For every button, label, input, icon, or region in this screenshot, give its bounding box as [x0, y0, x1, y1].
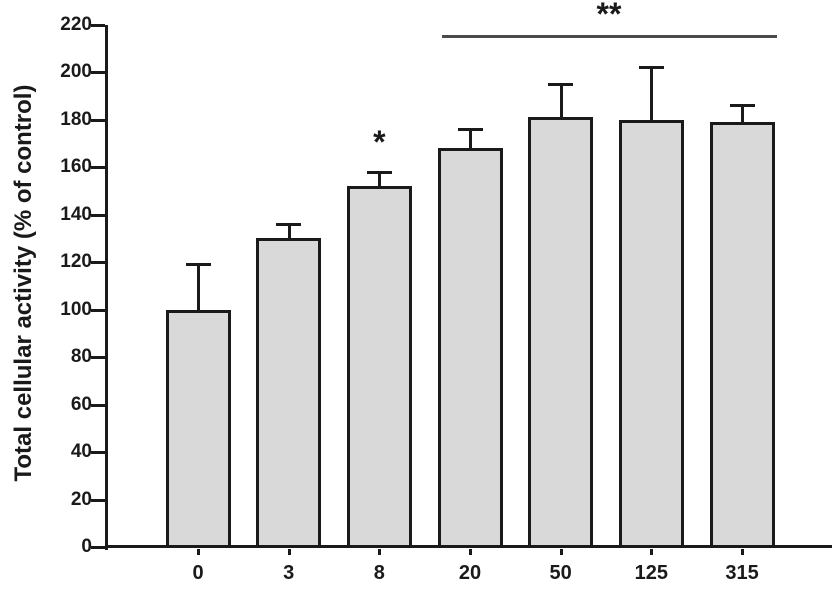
x-tick: [197, 549, 200, 555]
y-axis-line: [105, 24, 108, 550]
error-bar-cap: [366, 170, 392, 174]
star-annotation: *: [373, 124, 386, 160]
y-tick-label: 40: [70, 441, 92, 462]
y-tick-label: 80: [70, 346, 92, 367]
y-tick-label: 200: [60, 61, 92, 82]
error-bar-cap: [638, 66, 664, 70]
bar: [165, 309, 231, 548]
error-bar-cap: [548, 82, 574, 86]
x-tick-label: 125: [634, 562, 669, 584]
y-tick-label: 60: [70, 393, 92, 415]
bar: [528, 117, 594, 548]
bar: [256, 238, 322, 548]
bar: [709, 121, 775, 548]
error-bar-stem: [287, 224, 291, 239]
x-tick-label: 315: [725, 562, 759, 584]
bar: [437, 148, 503, 548]
bar: [346, 186, 412, 548]
y-tick-label: 0: [81, 536, 92, 557]
y-tick: [91, 498, 105, 502]
y-tick: [91, 261, 105, 264]
y-axis-title: Total cellular activity (% of control): [10, 84, 37, 482]
y-tick: [91, 166, 105, 169]
x-tick: [559, 549, 563, 555]
y-tick: [91, 213, 105, 217]
y-tick-label: 160: [60, 156, 92, 177]
y-tick-label: 180: [60, 108, 92, 130]
x-tick-label: 20: [458, 562, 482, 584]
x-tick-label: 3: [283, 562, 295, 584]
y-tick: [91, 118, 105, 122]
error-bar-stem: [650, 67, 654, 120]
x-tick: [650, 549, 654, 555]
y-tick-label: 20: [70, 488, 92, 510]
x-tick-label: 0: [192, 562, 204, 584]
x-tick: [469, 549, 472, 555]
bar: [618, 119, 684, 548]
x-tick: [287, 549, 291, 555]
y-tick: [91, 546, 105, 549]
error-bar-cap: [729, 104, 755, 108]
error-bar-cap: [457, 128, 483, 131]
y-tick-label: 140: [60, 203, 92, 225]
significance-star: **: [596, 0, 622, 32]
y-tick: [91, 71, 105, 74]
error-bar-stem: [469, 129, 472, 148]
error-bar-cap: [185, 263, 211, 267]
y-tick-label: 100: [60, 298, 92, 320]
error-bar-cap: [276, 223, 302, 226]
error-bar-stem: [741, 105, 745, 122]
x-tick: [378, 549, 382, 555]
x-tick-label: 8: [373, 562, 385, 584]
significance-line: [441, 35, 777, 38]
x-tick-label: 50: [549, 562, 572, 584]
y-tick: [91, 308, 105, 312]
error-bar-stem: [197, 264, 200, 310]
x-tick: [741, 549, 745, 555]
y-tick: [91, 451, 105, 454]
y-tick: [91, 23, 105, 27]
y-tick: [91, 356, 105, 359]
y-tick-label: 120: [60, 251, 92, 272]
y-tick-label: 220: [60, 13, 92, 35]
error-bar-stem: [559, 83, 563, 118]
error-bar-stem: [378, 171, 382, 186]
y-tick: [91, 403, 105, 407]
